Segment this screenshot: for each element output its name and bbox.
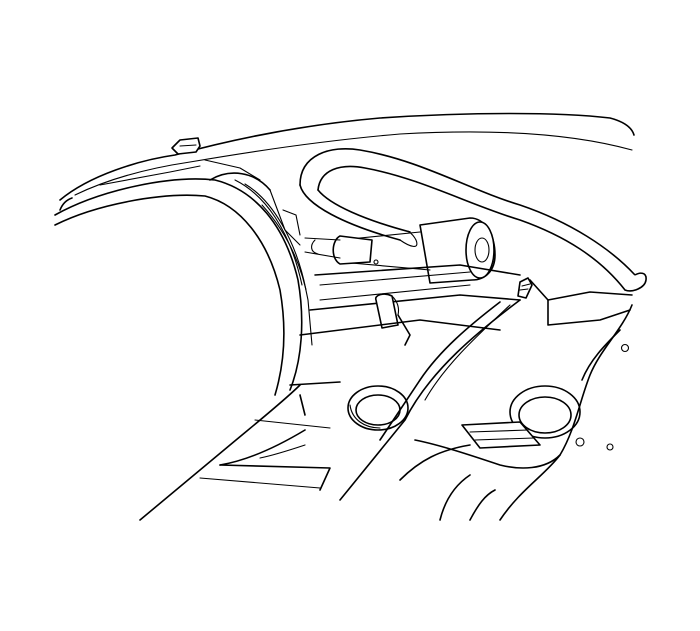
bracket-post — [374, 293, 411, 346]
mounting-rail — [309, 264, 521, 311]
bottom-left-sweep — [219, 429, 306, 466]
right-lower-panel — [399, 304, 633, 521]
retaining-clip — [171, 137, 201, 155]
access-hole-left — [347, 385, 409, 431]
lower-structure — [139, 319, 501, 521]
upper-cowl-panel — [59, 112, 635, 211]
vacuum-hose — [299, 148, 647, 292]
air-cleaner-housing — [54, 172, 313, 396]
support-arm — [339, 299, 521, 501]
right-bracket — [517, 277, 633, 326]
